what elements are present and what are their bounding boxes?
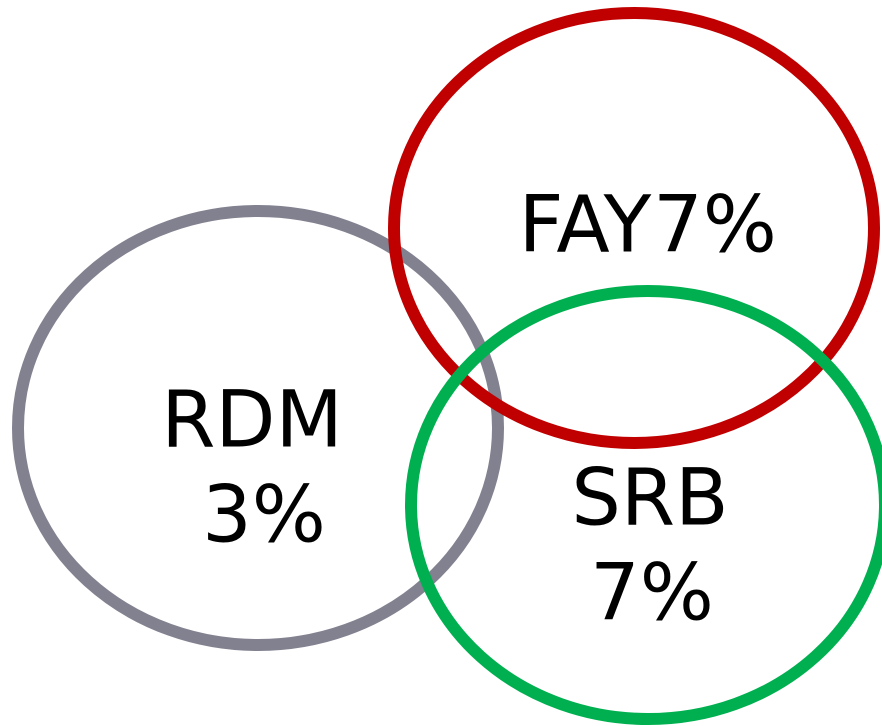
srb-circle [405,285,882,725]
rdm-value: 3% [202,470,326,560]
fay-name: FAY [519,180,652,270]
fay-circle [388,7,880,449]
rdm-circle [12,205,504,651]
rdm-name: RDM [161,375,343,465]
srb-name: SRB [571,453,728,543]
fay-value: 7% [653,180,777,270]
srb-value: 7% [590,548,714,638]
